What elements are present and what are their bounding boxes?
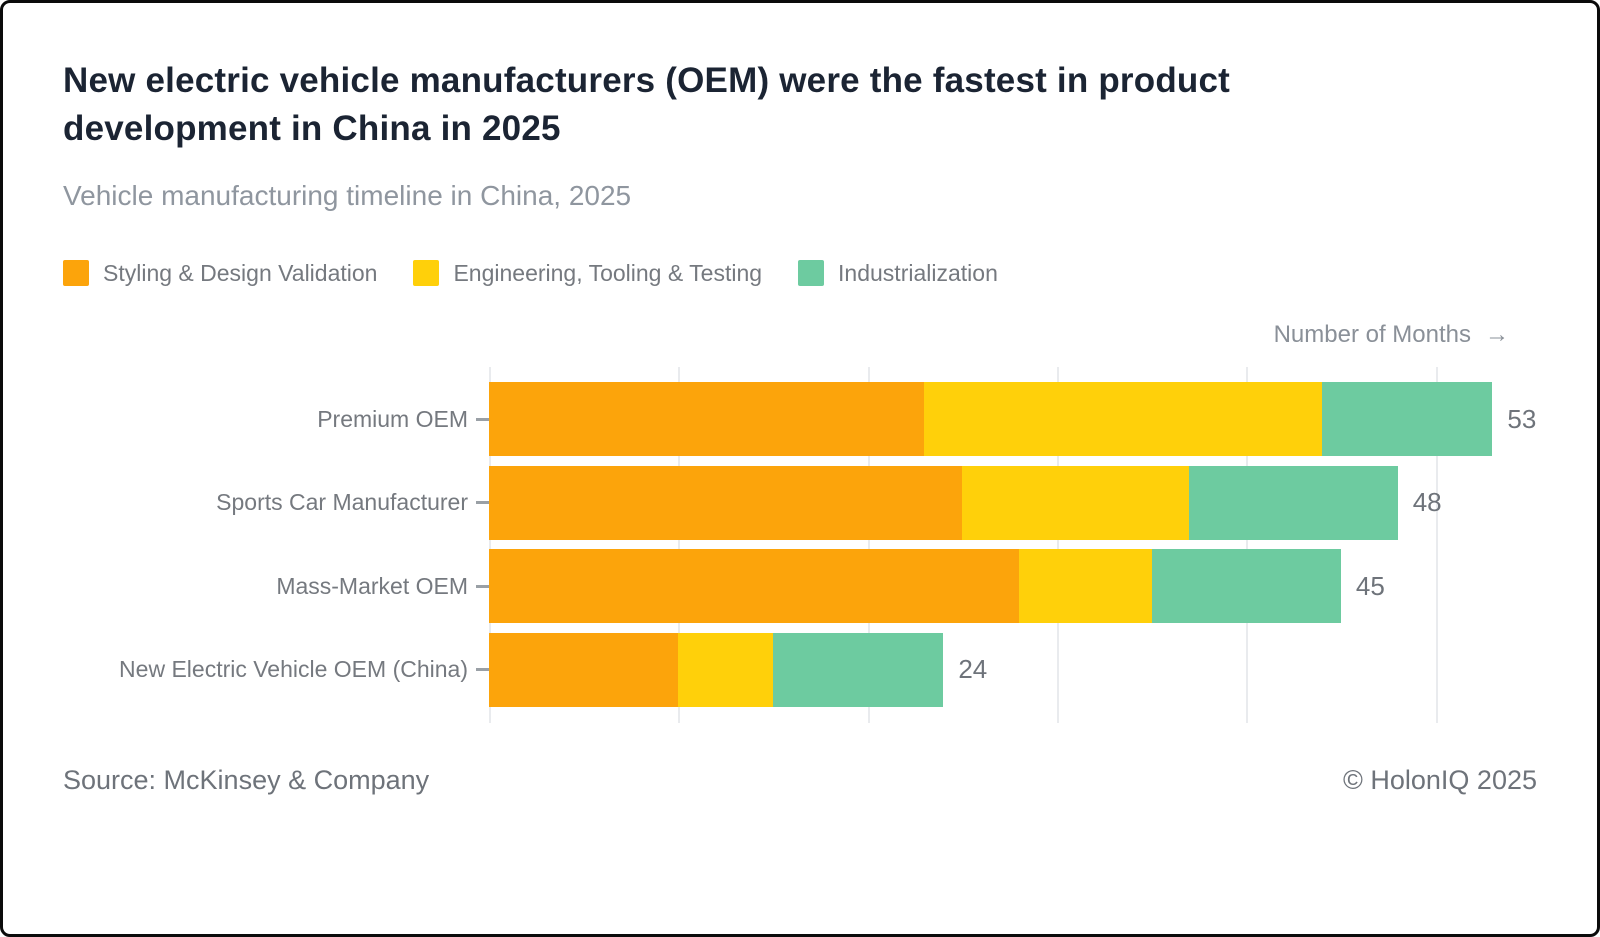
- bar-segment: [1321, 382, 1493, 457]
- gridlines: [489, 366, 1464, 723]
- bar-total-label: 24: [958, 654, 988, 685]
- category-label-cell: New Electric Vehicle OEM (China): [63, 628, 489, 712]
- x-axis-label-row: Number of Months →: [63, 321, 1537, 349]
- stacked-bar-chart: Premium OEM Sports Car Manufacturer Mass-M…: [63, 366, 1537, 723]
- gridline: [1435, 366, 1438, 723]
- category-tick: [476, 501, 489, 505]
- legend-label: Industrialization: [838, 259, 998, 286]
- gridline: [678, 366, 681, 723]
- stacked-bar: [489, 382, 1493, 457]
- source-note: Source: McKinsey & Company: [63, 764, 430, 795]
- legend-item-1: Styling & Design Validation: [63, 260, 377, 287]
- gridline: [1246, 366, 1249, 723]
- bar-row: 48: [489, 461, 1464, 545]
- legend-swatch: [63, 260, 89, 287]
- stacked-bar: [489, 549, 1341, 624]
- plot-area: 53 48 45 24: [489, 366, 1536, 723]
- bar-row: 53: [489, 378, 1536, 462]
- category-label-cell: Sports Car Manufacturer: [63, 461, 489, 545]
- category-label: Sports Car Manufacturer: [216, 489, 468, 516]
- legend-label: Engineering, Tooling & Testing: [453, 259, 763, 286]
- bar-segment: [489, 549, 1020, 624]
- category-label-cell: Mass-Market OEM: [63, 545, 489, 629]
- bar-segment: [489, 632, 679, 707]
- bar-row: 24: [489, 628, 1464, 712]
- bar-total-label: 53: [1507, 403, 1537, 434]
- category-labels-column: Premium OEM Sports Car Manufacturer Mass-M…: [63, 367, 489, 723]
- category-label: Mass-Market OEM: [276, 572, 468, 599]
- bar-segment: [678, 632, 773, 707]
- category-label-cell: Premium OEM: [63, 378, 489, 462]
- gridline: [489, 366, 491, 723]
- category-label: Premium OEM: [317, 405, 468, 432]
- legend-item-3: Industrialization: [798, 260, 998, 287]
- copyright-note: © HolonIQ 2025: [1342, 764, 1537, 795]
- bar-segment: [924, 382, 1322, 457]
- bar-total-label: 48: [1412, 487, 1442, 518]
- category-tick: [476, 417, 489, 421]
- category-tick: [476, 584, 489, 588]
- gridline: [867, 366, 870, 723]
- bar-segment: [1019, 549, 1152, 624]
- bar-segment: [489, 382, 925, 457]
- legend-swatch: [798, 260, 825, 287]
- chart-subtitle: Vehicle manufacturing timeline in China,…: [63, 179, 632, 211]
- legend-item-2: Engineering, Tooling & Testing: [413, 260, 762, 287]
- bar-total-label: 45: [1355, 570, 1385, 601]
- legend: Styling & Design Validation Engineering, …: [63, 260, 1537, 287]
- gridline: [1056, 366, 1059, 723]
- stacked-bar: [489, 465, 1398, 540]
- bar-row: 45: [489, 545, 1464, 629]
- category-label: New Electric Vehicle OEM (China): [119, 656, 468, 683]
- legend-label: Styling & Design Validation: [103, 259, 378, 286]
- stacked-bar: [489, 632, 944, 707]
- footer: Source: McKinsey & Company © HolonIQ 202…: [63, 765, 1537, 796]
- bar-segment: [962, 465, 1190, 540]
- bar-segment: [1151, 549, 1341, 624]
- bar-segment: [1189, 465, 1398, 540]
- bar-segment: [772, 632, 944, 707]
- x-axis-label: Number of Months: [1273, 320, 1471, 348]
- category-tick: [476, 668, 489, 672]
- bar-segment: [489, 465, 963, 540]
- right-arrow-icon: →: [1485, 320, 1509, 348]
- chart-title: New electric vehicle manufacturers (OEM)…: [63, 61, 1230, 149]
- legend-swatch: [413, 260, 440, 287]
